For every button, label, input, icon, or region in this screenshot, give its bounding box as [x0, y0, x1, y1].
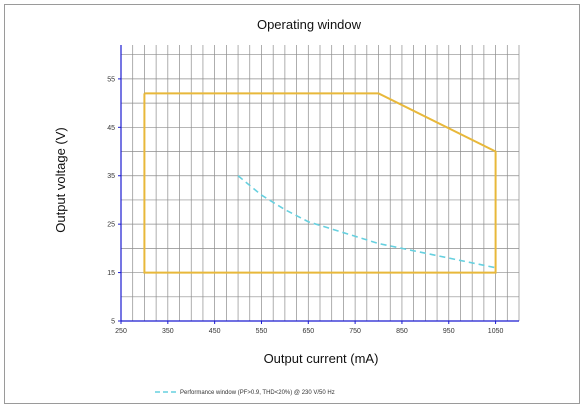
performance-window-line — [237, 175, 496, 269]
x-tick-label: 250 — [115, 328, 127, 335]
x-tick-label: 1050 — [488, 328, 504, 335]
x-tick-label: 850 — [396, 328, 408, 335]
x-tick-label: 950 — [443, 328, 455, 335]
grid — [121, 45, 520, 321]
tick-labels: 250 350 450 550 650 750 850 950 1050 5 15 25 35 45 55 — [107, 76, 503, 335]
operating-window-outline — [143, 92, 497, 274]
x-tick-label: 650 — [302, 328, 314, 335]
x-tick-label: 350 — [162, 328, 174, 335]
y-tick-label: 45 — [107, 125, 115, 132]
y-tick-label: 15 — [107, 270, 115, 277]
y-axis-label: Output voltage (V) — [53, 127, 68, 233]
series-layer — [143, 92, 497, 274]
legend-entry-performance-window: Performance window (PF>0.9, THD<20%) @ 2… — [180, 390, 335, 396]
chart-title: Operating window — [257, 17, 362, 32]
y-tick-label: 55 — [107, 76, 115, 83]
y-tick-label: 25 — [107, 222, 115, 229]
y-tick-label: 5 — [111, 319, 115, 326]
x-axis-label: Output current (mA) — [264, 351, 379, 366]
x-tick-label: 550 — [256, 328, 268, 335]
y-tick-label: 35 — [107, 173, 115, 180]
operating-window-chart: Operating window 250 350 450 550 650 750 850 95… — [53, 17, 520, 396]
axes — [120, 45, 519, 322]
legend: Performance window (PF>0.9, THD<20%) @ 2… — [155, 390, 335, 396]
chart-frame: Operating window 250 350 450 550 650 750 850 95… — [4, 4, 580, 404]
x-tick-label: 450 — [209, 328, 221, 335]
x-tick-label: 750 — [349, 328, 361, 335]
